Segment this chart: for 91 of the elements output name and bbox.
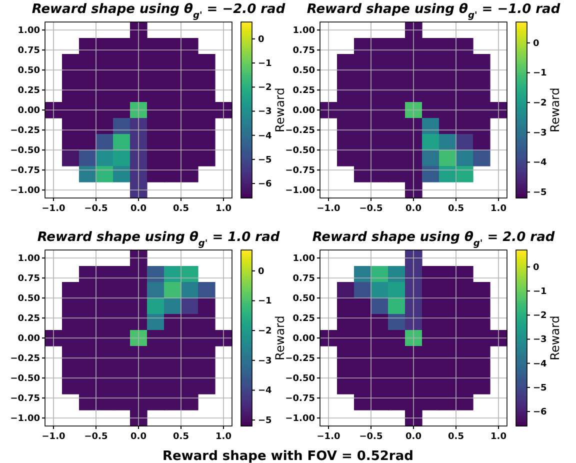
color-bar-title: Reward (273, 316, 287, 360)
y-tick-label: 1.00 (292, 254, 315, 264)
y-tick-label: −0.25 (285, 126, 315, 136)
color-bar-label: −2 (533, 98, 547, 109)
color-bar-title: Reward (548, 88, 562, 132)
y-tick-label: −0.75 (285, 166, 315, 176)
color-bar-label: −5 (533, 188, 547, 198)
y-tick-label: −0.25 (10, 126, 40, 136)
color-bar-title: Reward (548, 316, 562, 360)
x-tick-label: −1.0 (316, 432, 340, 442)
x-tick-label: −0.5 (359, 432, 383, 442)
y-tick-label: −0.75 (10, 394, 40, 404)
y-tick-label: 0.75 (18, 274, 40, 284)
color-bar-label: −3 (533, 128, 547, 138)
y-tick-label: −1.00 (285, 414, 315, 424)
y-tick-label: 0.00 (18, 106, 40, 116)
color-bar-label: −2 (258, 83, 272, 94)
y-tick-label: 0.50 (292, 294, 315, 304)
color-bar-label: −5 (258, 155, 272, 166)
x-tick-label: 0.0 (406, 204, 422, 214)
y-tick-label: −0.75 (10, 166, 40, 176)
y-tick-label: −0.50 (10, 374, 40, 384)
x-tick-label: 0.0 (130, 204, 146, 214)
chart-title: Reward shape using θ$_{g'}$ = −1.0 rad (306, 2, 561, 21)
y-tick-label: 0.25 (18, 86, 40, 96)
y-tick-label: −1.00 (10, 186, 40, 196)
y-tick-label: 0.50 (292, 66, 315, 76)
x-tick-label: 0.5 (448, 432, 464, 442)
y-tick-label: −0.50 (285, 374, 315, 384)
x-tick-label: 0.5 (448, 204, 464, 214)
y-tick-label: 0.75 (18, 46, 40, 56)
y-tick-label: −1.00 (285, 186, 315, 196)
color-bar-label: −4 (258, 386, 272, 396)
color-bar-label: −4 (533, 359, 547, 370)
x-tick-label: 0.5 (173, 432, 189, 442)
color-bar-label: 0 (258, 34, 264, 45)
y-tick-label: 1.00 (18, 26, 40, 36)
x-tick-label: 0.0 (406, 432, 422, 442)
color-bar-label: 0 (533, 262, 540, 273)
color-bar-label: −2 (258, 326, 272, 337)
chart-title: Reward shape using θ$_{g'}$ = −2.0 rad (32, 2, 286, 21)
color-bar-label: −1 (533, 286, 547, 297)
color-bar-label: −3 (258, 356, 272, 366)
x-tick-label: 1.0 (216, 204, 232, 214)
text: Reward shape with FOV = 0.52rad (162, 449, 414, 463)
color-bar-label: −5 (258, 416, 272, 426)
y-tick-label: 1.00 (292, 26, 315, 36)
color-bar-label: −4 (258, 131, 272, 142)
color-bar-label: −5 (533, 383, 547, 394)
x-tick-label: −1.0 (42, 432, 66, 442)
y-tick-label: 0.50 (18, 294, 40, 304)
y-tick-label: −0.50 (10, 146, 40, 156)
chart-title: Reward shape using θ$_{g'}$ = 1.0 rad (37, 230, 280, 249)
color-bar-label: −2 (533, 311, 547, 322)
y-tick-label: 1.00 (18, 254, 40, 264)
x-tick-label: −1.0 (316, 204, 340, 214)
x-tick-label: 1.0 (490, 204, 506, 214)
x-tick-label: 0.5 (173, 204, 189, 214)
x-tick-label: −0.5 (84, 432, 108, 442)
x-tick-label: 1.0 (490, 432, 506, 442)
chart-title: Reward shape using θ$_{g'}$ = 2.0 rad (312, 230, 556, 249)
y-tick-label: 0.00 (292, 334, 315, 344)
y-tick-label: 0.00 (292, 106, 315, 116)
y-tick-label: 0.50 (18, 66, 40, 76)
y-tick-label: −0.50 (285, 146, 315, 156)
x-tick-label: −0.5 (84, 204, 108, 214)
color-bar-label: −1 (258, 58, 272, 69)
color-bar-title: Reward (273, 88, 287, 132)
y-tick-label: 0.75 (292, 46, 315, 56)
color-bar-label: −3 (533, 335, 547, 346)
y-tick-label: −1.00 (10, 414, 40, 424)
x-tick-label: −0.5 (359, 204, 383, 214)
y-tick-label: −0.25 (10, 354, 40, 364)
color-bar-label: −6 (258, 180, 272, 190)
y-tick-label: 0.75 (292, 274, 315, 284)
x-tick-label: −1.0 (42, 204, 66, 214)
color-bar-label: 0 (258, 266, 264, 277)
color-bar-label: −1 (533, 68, 547, 79)
color-bar-label: −1 (258, 296, 272, 307)
x-tick-label: 1.0 (216, 432, 232, 442)
color-bar-label: −6 (533, 408, 547, 418)
y-tick-label: 0.25 (292, 314, 315, 324)
color-bar-label: −4 (533, 158, 547, 168)
x-tick-label: 0.0 (130, 432, 146, 442)
color-bar-label: −3 (258, 107, 272, 118)
y-tick-label: 0.00 (18, 334, 40, 344)
color-bar-label: 0 (533, 38, 540, 49)
y-tick-label: −0.75 (285, 394, 315, 404)
y-tick-label: −0.25 (285, 354, 315, 364)
y-tick-label: 0.25 (18, 314, 40, 324)
y-tick-label: 0.25 (292, 86, 315, 96)
